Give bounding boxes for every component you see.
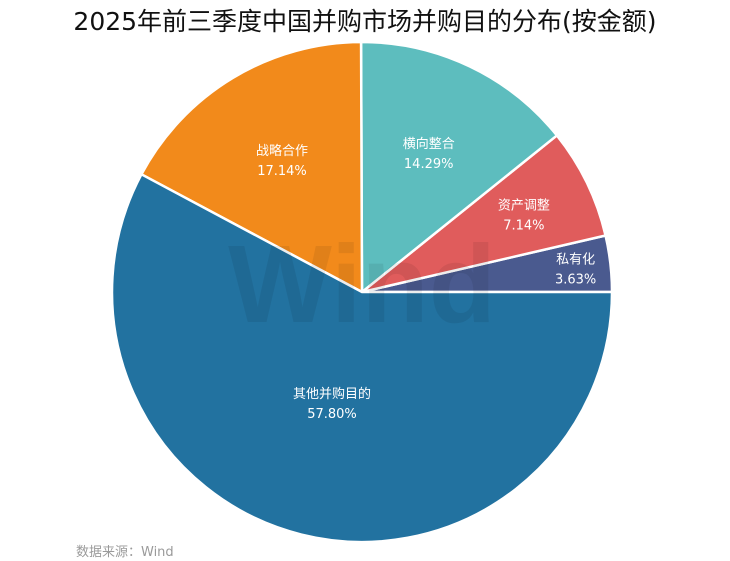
slice-percent-label: 7.14% [503, 218, 544, 233]
pie-slices [110, 40, 614, 544]
pie-slice [359, 40, 559, 294]
slice-percent-label: 17.14% [257, 164, 307, 179]
slice-category-label: 横向整合 [403, 136, 455, 152]
slice-percent-label: 14.29% [404, 157, 454, 172]
slice-percent-label: 57.80% [307, 407, 357, 422]
pie-labels: 私有化 3.63% 资产调整 7.14% 横向整合 14.29% 战略合作 17.14% 其他并… [256, 136, 596, 422]
slice-category-label: 私有化 [556, 253, 595, 268]
chart-title: 2025年前三季度中国并购市场并购目的分布(按金额) [73, 7, 657, 36]
data-source-note: 数据来源：Wind [76, 545, 174, 560]
slice-category-label: 战略合作 [256, 143, 308, 159]
pie-slice [360, 134, 607, 294]
slice-category-label: 资产调整 [498, 198, 550, 213]
slice-category-label: 其他并购目的 [293, 386, 371, 402]
slice-percent-label: 3.63% [555, 273, 596, 288]
watermark-text: Wind [228, 223, 496, 346]
pie-slice [110, 173, 614, 544]
pie-slice [140, 40, 364, 294]
